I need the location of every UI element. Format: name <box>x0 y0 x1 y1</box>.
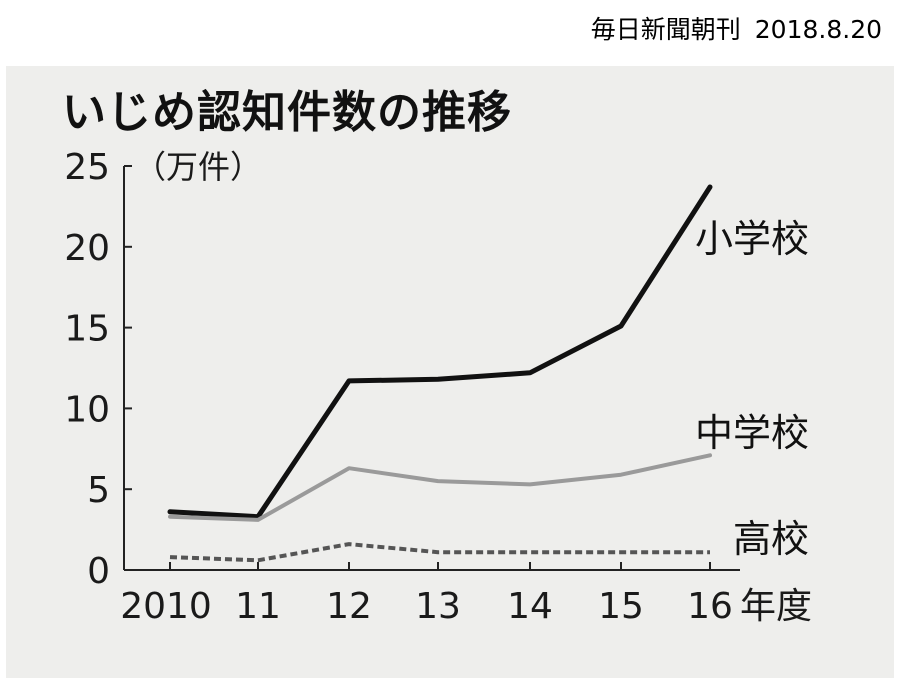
x-tick-label: 12 <box>326 586 372 627</box>
series-label-2: 中学校 <box>695 411 809 455</box>
x-tick-label: 11 <box>235 586 281 627</box>
series-line-2 <box>168 453 712 522</box>
x-tick-label: 14 <box>507 586 553 627</box>
x-axis-ticks: 2010 11 12 13 14 15 16 年度 <box>120 562 812 627</box>
source-newspaper: 毎日新聞朝刊 <box>590 15 741 44</box>
x-axis-unit: 年度 <box>740 586 812 627</box>
y-tick-label: 20 <box>64 228 110 269</box>
x-tick-label: 2010 <box>120 586 212 627</box>
y-tick-label: 25 <box>64 147 110 188</box>
source-date: 2018.8.20 <box>754 15 882 44</box>
newspaper-clipping <box>6 66 894 678</box>
y-axis-ticks: 0 5 10 15 20 25 （万件） <box>64 147 262 592</box>
series-line-3 <box>169 542 710 563</box>
chart-title: いじめ認知件数の推移 <box>62 87 512 138</box>
y-tick-label: 5 <box>87 470 110 511</box>
x-tick-label: 15 <box>598 586 644 627</box>
y-tick-label: 15 <box>64 309 110 350</box>
x-tick-label: 13 <box>415 586 461 627</box>
series-label-3: 高校 <box>733 517 809 561</box>
y-tick-label: 10 <box>64 389 110 430</box>
chart-axes <box>123 166 740 571</box>
series-label-1: 小学校 <box>695 217 809 261</box>
y-tick-label: 0 <box>87 551 110 592</box>
series-lines <box>167 184 713 563</box>
y-axis-unit: （万件） <box>134 148 262 186</box>
x-tick-label: 16 <box>687 586 733 627</box>
series-line-1 <box>167 184 713 520</box>
source-caption: 毎日新聞朝刊 2018.8.20 <box>591 10 882 46</box>
